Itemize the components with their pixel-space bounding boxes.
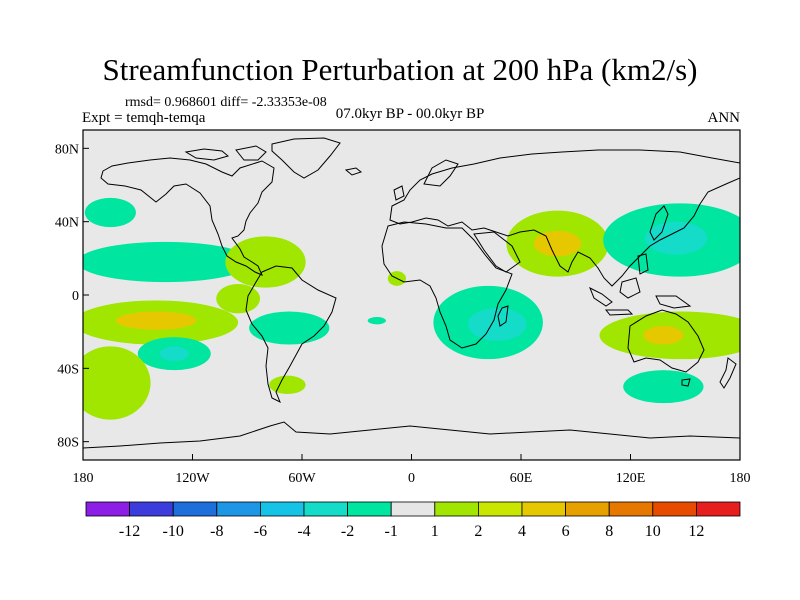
anomaly-s-ocean-neg: [623, 370, 704, 404]
colorbar-box: [216, 501, 261, 517]
anomaly-s-pacific-far-pos: [83, 346, 151, 420]
coast-scandinavia: [423, 159, 459, 187]
lon-tick-label: 0: [408, 471, 415, 486]
experiment-label: Expt = temqh-temqa: [82, 110, 206, 126]
colorbar-label: -4: [297, 523, 310, 540]
colorbar-label: 8: [605, 523, 613, 540]
lat-tick-label: 40S: [57, 362, 79, 377]
colorbar-box: [434, 501, 479, 517]
colorbar-box: [652, 501, 697, 517]
coast-canadian-arctic: [184, 148, 230, 161]
colorbar-box: [347, 501, 392, 517]
anomaly-n-pacific-band-neg: [83, 241, 253, 283]
anomaly-n-pacific-west-neg: [84, 197, 136, 228]
colorbar-box: [608, 501, 654, 517]
coast-new-zealand: [719, 357, 737, 389]
lat-tick-label: 80S: [57, 436, 79, 451]
colorbar-label: -10: [163, 523, 184, 540]
coast-baffin: [235, 145, 267, 161]
lon-tick-label: 60W: [288, 471, 316, 486]
lat-tick-label: 40N: [55, 216, 79, 231]
period-label: 07.0kyr BP - 00.0kyr BP: [335, 106, 485, 122]
colorbar-labels: -12 -10 -8 -6 -4 -2 -1 1 2 4 6 8 10 12: [119, 523, 704, 540]
colorbar-label: -8: [210, 523, 223, 540]
colorbar-box: [565, 501, 610, 517]
colorbar-label: -2: [341, 523, 354, 540]
lon-tick-label: 180: [73, 471, 94, 486]
colorbar-label: 10: [645, 523, 661, 540]
coast-java: [604, 309, 634, 316]
anomaly-australia-pos-core: [643, 326, 684, 345]
anomaly-w-pacific-neg-core: [645, 221, 708, 255]
coast-borneo: [619, 277, 641, 299]
colorbar-box: [172, 501, 218, 517]
map-axes: 180 120W 60W 0 60E 120E 180 80N 40N 0 40S 80S: [55, 142, 751, 486]
coast-philippines: [637, 253, 649, 275]
anomaly-atlantic-neg: [367, 317, 386, 325]
anomaly-s-pacific-neg-core: [159, 346, 189, 361]
coast-south-america: [245, 265, 337, 404]
chart-title: Streamfunction Perturbation at 200 hPa (…: [102, 52, 698, 87]
coast-australia: [627, 309, 705, 373]
colorbar-box: [521, 501, 566, 517]
coast-sumatra: [589, 286, 613, 307]
anomaly-patagonia-pos: [269, 375, 306, 395]
lon-tick-label: 60E: [510, 471, 533, 486]
coast-africa: [381, 221, 513, 349]
anomaly-s-america-neg: [249, 311, 330, 345]
colorbar-box: [85, 501, 130, 517]
lat-tick-label: 0: [72, 289, 79, 304]
colorbar-label: -1: [385, 523, 398, 540]
lon-tick-label: 120E: [616, 471, 646, 486]
colorbar-label: 2: [474, 523, 482, 540]
lon-tick-label: 120W: [175, 471, 210, 486]
anomaly-central-america-pos: [225, 236, 306, 288]
coast-north-america: [100, 157, 275, 276]
coast-antarctica: [83, 421, 740, 449]
lon-tick-label: 180: [730, 471, 751, 486]
coastlines: [83, 137, 740, 449]
colorbar-label: 1: [431, 523, 439, 540]
colorbar-label: -12: [119, 523, 140, 540]
colorbar-label: 12: [688, 523, 704, 540]
coast-british-isles: [393, 185, 405, 201]
colorbar-box: [259, 501, 305, 517]
colorbar-box: [303, 501, 348, 517]
colorbar-box: [390, 501, 436, 517]
anomaly-s-america-pos: [216, 284, 261, 314]
coast-arabia: [473, 231, 521, 273]
coast-iceland: [344, 167, 363, 176]
anomaly-s-pacific-pos-core: [115, 311, 197, 330]
colorbar-box: [129, 501, 174, 517]
colorbar-label: 6: [562, 523, 570, 540]
colorbar-label: 4: [518, 523, 526, 540]
map-background: [83, 130, 740, 460]
coast-tasmania: [681, 378, 691, 387]
colorbar-boxes: [85, 501, 741, 517]
colorbar-box: [477, 501, 523, 517]
coast-new-guinea: [655, 295, 692, 309]
lat-tick-label: 80N: [55, 142, 79, 157]
anomaly-s-asia-pos-core: [533, 230, 582, 257]
coast-madagascar: [497, 305, 509, 327]
coast-greenland: [271, 137, 341, 179]
rmsd-diff-stats: rmsd= 0.968601 diff= -2.33353e-08: [125, 95, 327, 110]
colorbar-label: -6: [254, 523, 267, 540]
anomaly-s-indian-neg-core: [468, 307, 527, 341]
season-label: ANN: [707, 110, 741, 126]
colorbar-box: [696, 501, 741, 517]
coast-japan: [649, 205, 669, 241]
